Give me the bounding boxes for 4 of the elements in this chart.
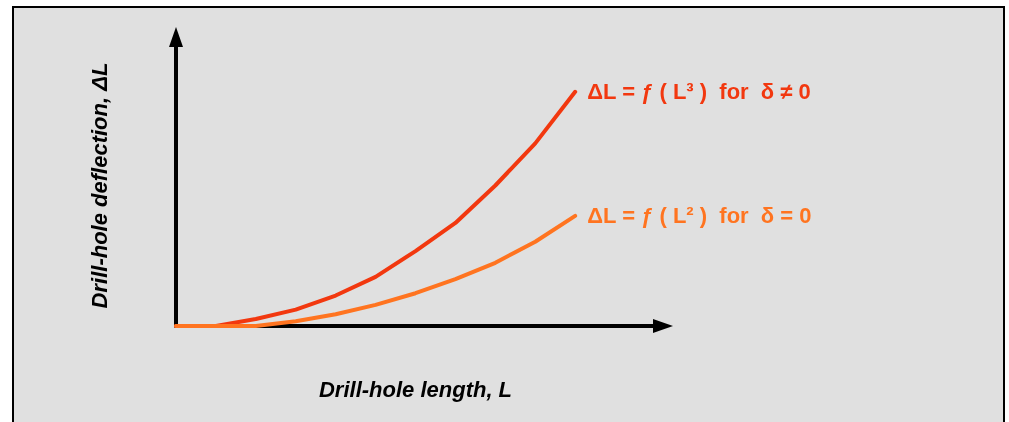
y-axis-title: Drill-hole deflection, ΔL [86,62,112,309]
x-axis-title: Drill-hole length, L [318,376,513,402]
series-label: ΔL = ƒ ( L³ ) for δ ≠ 0 [587,79,811,105]
series-label: ΔL = ƒ ( L² ) for δ = 0 [587,203,812,229]
